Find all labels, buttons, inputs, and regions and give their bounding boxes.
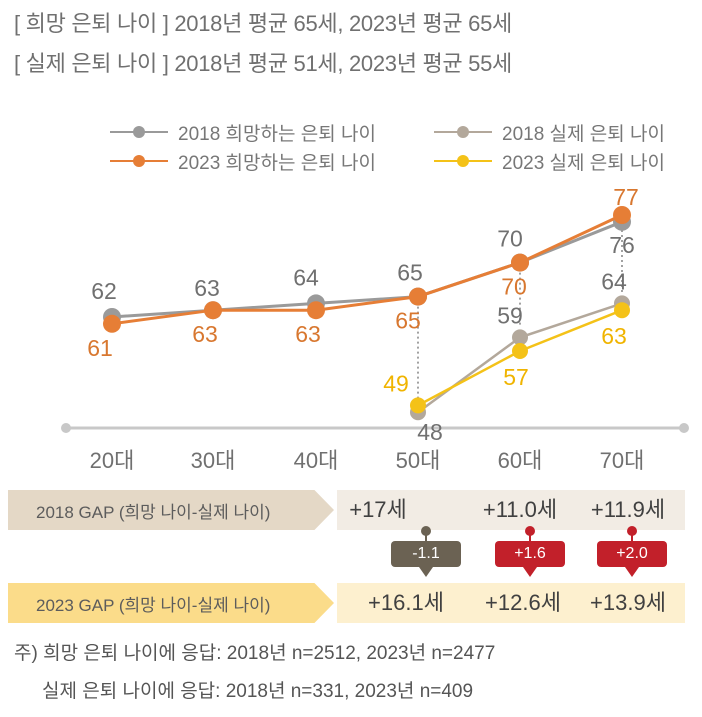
legend-item: 2023 희망하는 은퇴 나이 xyxy=(110,147,376,175)
gap-2018-value-70s: +11.9세 xyxy=(590,497,666,522)
data-label: 70 xyxy=(501,274,527,300)
header-line-desired: [ 희망 은퇴 나이 ] 2018년 평균 65세, 2023년 평균 65세 xyxy=(14,11,512,36)
x-tick-label: 40대 xyxy=(294,448,339,473)
gap-2018-value-60s: +11.0세 xyxy=(482,497,558,522)
gap-2023-band xyxy=(337,583,685,623)
series-point xyxy=(103,314,121,333)
series-point xyxy=(410,397,426,414)
diff-badge-50s: -1.1 xyxy=(391,541,461,567)
data-label: 64 xyxy=(293,264,319,290)
header-line-actual: [ 실제 은퇴 나이 ] 2018년 평균 51세, 2023년 평균 55세 xyxy=(14,51,512,76)
data-label: 64 xyxy=(601,268,627,294)
data-label: 63 xyxy=(192,321,218,347)
data-label: 48 xyxy=(417,419,443,445)
gap-2018-band xyxy=(337,490,685,530)
x-tick-label: 20대 xyxy=(90,448,135,473)
gap-2023-value-60s: +12.6세 xyxy=(485,590,561,615)
x-tick-label: 70대 xyxy=(600,448,645,473)
data-label: 65 xyxy=(395,308,421,334)
data-label: 77 xyxy=(613,184,639,210)
legend-label: 2023 희망하는 은퇴 나이 xyxy=(178,152,376,174)
diff-arrow xyxy=(523,567,537,577)
data-label: 63 xyxy=(601,323,627,349)
diff-badge-70s: +2.0 xyxy=(597,541,667,567)
footnote-desired: 주) 희망 은퇴 나이에 응답: 2018년 n=2512, 2023년 n=2… xyxy=(14,643,496,664)
series-point xyxy=(307,301,325,320)
data-label: 70 xyxy=(497,226,523,252)
series-point xyxy=(511,253,529,272)
legend-label: 2023 실제 은퇴 나이 xyxy=(502,152,665,174)
data-label: 76 xyxy=(609,232,635,258)
series-point xyxy=(614,302,630,319)
x-axis-end-dot xyxy=(61,423,71,433)
data-label: 65 xyxy=(397,260,423,286)
data-label: 63 xyxy=(194,275,220,301)
gap-2023-value-50s: +16.1세 xyxy=(368,590,444,615)
legend-label: 2018 실제 은퇴 나이 xyxy=(502,123,665,145)
data-label: 62 xyxy=(91,278,117,304)
series-line xyxy=(111,213,623,326)
legend-swatch xyxy=(434,151,492,171)
x-tick-label: 50대 xyxy=(396,448,441,473)
x-tick-label: 30대 xyxy=(191,448,236,473)
diff-pin xyxy=(529,531,531,541)
legend-item: 2018 실제 은퇴 나이 xyxy=(434,118,665,146)
series-point xyxy=(613,206,631,224)
legend-item: 2018 희망하는 은퇴 나이 xyxy=(110,118,376,146)
diff-arrow xyxy=(419,567,433,577)
series-point xyxy=(409,287,427,306)
legend-swatch xyxy=(110,122,168,142)
data-label: 61 xyxy=(87,335,113,361)
legend-swatch xyxy=(110,151,168,171)
legend-swatch xyxy=(434,122,492,142)
diff-pin xyxy=(425,531,427,541)
legend-item: 2023 실제 은퇴 나이 xyxy=(434,147,665,175)
diff-arrow xyxy=(625,567,639,577)
legend-label: 2018 희망하는 은퇴 나이 xyxy=(178,123,376,145)
data-label: 49 xyxy=(383,370,409,396)
diff-pin xyxy=(631,531,633,541)
gap-2023-label: 2023 GAP (희망 나이-실제 나이) xyxy=(8,583,334,623)
gap-2023-value-70s: +13.9세 xyxy=(590,590,666,615)
series-point xyxy=(512,329,528,346)
footnote-actual: 실제 은퇴 나이에 응답: 2018년 n=331, 2023년 n=409 xyxy=(42,681,474,702)
gap-2018-value-50s: +17세 xyxy=(349,497,407,522)
data-label: 59 xyxy=(497,302,523,328)
series-point xyxy=(204,301,222,320)
data-label: 63 xyxy=(295,321,321,347)
line-chart: 20대 30대 40대 50대 60대 70대 62 63 64 65 70 76 61 63 63 65 70… xyxy=(61,184,689,473)
diff-badge-60s: +1.6 xyxy=(495,541,565,567)
data-label: 57 xyxy=(503,364,529,390)
x-axis-end-dot xyxy=(679,423,689,433)
series-point xyxy=(512,343,528,359)
gap-2018-label: 2018 GAP (희망 나이-실제 나이) xyxy=(8,490,334,530)
x-tick-label: 60대 xyxy=(498,448,543,473)
